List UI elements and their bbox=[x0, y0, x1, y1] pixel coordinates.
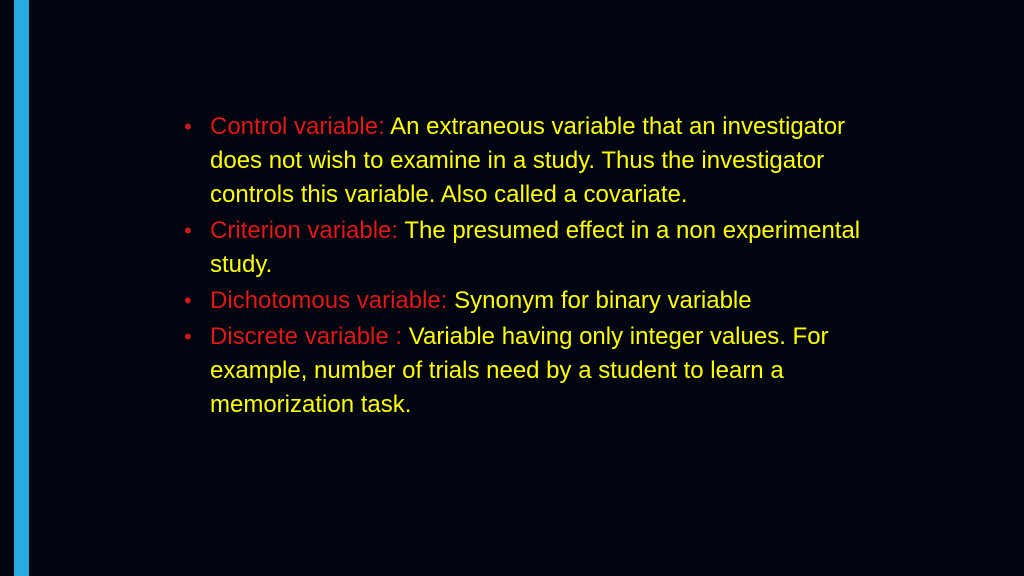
bullet-icon: • bbox=[180, 284, 210, 318]
list-item: • Discrete variable : Variable having on… bbox=[180, 320, 880, 422]
definition-text: Criterion variable: The presumed effect … bbox=[210, 214, 880, 282]
definition-text: Control variable: An extraneous variable… bbox=[210, 110, 880, 212]
bullet-icon: • bbox=[180, 110, 210, 144]
term-label: Dichotomous variable: bbox=[210, 287, 454, 314]
bullet-icon: • bbox=[180, 214, 210, 248]
term-label: Discrete variable : bbox=[210, 323, 409, 350]
definition-text: Dichotomous variable: Synonym for binary… bbox=[210, 284, 752, 318]
term-label: Control variable: bbox=[210, 113, 390, 140]
slide-content: • Control variable: An extraneous variab… bbox=[180, 110, 880, 424]
list-item: • Dichotomous variable: Synonym for bina… bbox=[180, 284, 880, 318]
list-item: • Control variable: An extraneous variab… bbox=[180, 110, 880, 212]
list-item: • Criterion variable: The presumed effec… bbox=[180, 214, 880, 282]
bullet-icon: • bbox=[180, 320, 210, 354]
term-label: Criterion variable: bbox=[210, 217, 404, 244]
accent-bar bbox=[14, 0, 29, 576]
definition-body: Synonym for binary variable bbox=[454, 287, 751, 314]
definition-text: Discrete variable : Variable having only… bbox=[210, 320, 880, 422]
